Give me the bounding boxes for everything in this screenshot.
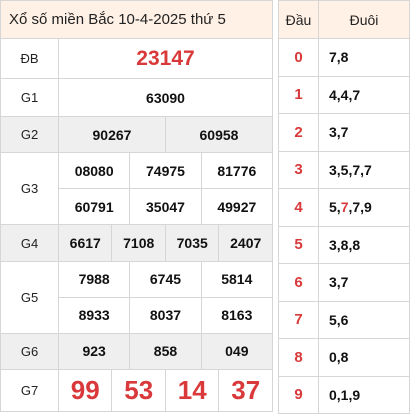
first-prize-value: 63090 (58, 78, 273, 118)
third-prize-value: 35047 (129, 188, 202, 226)
head-digit: 9 (278, 375, 319, 414)
fifth-prize-value: 5814 (200, 260, 274, 298)
fourth-prize-value: 7035 (164, 224, 220, 262)
fifth-prize-value: 6745 (129, 260, 202, 298)
head-digit: 6 (278, 263, 319, 302)
seventh-prize-value: 14 (164, 368, 220, 413)
tail-digits: 5,6 (318, 300, 410, 339)
tail-digits: 3,7 (318, 113, 410, 152)
seventh-prize-value: 99 (57, 368, 113, 413)
head-tail-table: Đầu Đuôi 0 7,8 1 4,4,7 2 3,7 3 3,5,7,7 4… (278, 0, 410, 414)
third-prize-value: 49927 (200, 188, 274, 226)
tail-digits: 4,4,7 (318, 75, 410, 114)
head-digit: 1 (278, 75, 319, 114)
head-digit: 4 (278, 188, 319, 227)
prize-label-g6: G6 (0, 332, 59, 370)
fifth-prize-value: 8037 (129, 296, 202, 334)
prize-label-g5: G5 (0, 260, 59, 334)
results-title: Xổ số miền Bắc 10-4-2025 thứ 5 (0, 0, 273, 40)
prize-label-db: ĐB (0, 38, 59, 80)
head-digit: 7 (278, 300, 319, 339)
prize-label-g2: G2 (0, 116, 59, 154)
tail-digits: 0,1,9 (318, 375, 410, 414)
sixth-prize-value: 858 (129, 332, 202, 370)
second-prize-value: 60958 (164, 116, 274, 154)
fourth-prize-value: 2407 (218, 224, 273, 262)
head-column-header: Đầu (278, 0, 319, 39)
special-prize-value: 23147 (58, 38, 273, 80)
head-digit: 8 (278, 338, 319, 377)
tail-digits: 5,7,7,9 (318, 188, 410, 227)
second-prize-value: 90267 (58, 116, 166, 154)
sixth-prize-value: 923 (57, 332, 131, 370)
seventh-prize-value: 53 (111, 368, 166, 413)
third-prize-value: 81776 (200, 152, 274, 190)
tail-digits: 0,8 (318, 338, 410, 377)
head-digit: 5 (278, 225, 319, 264)
seventh-prize-value: 37 (218, 368, 273, 413)
fourth-prize-value: 7108 (111, 224, 166, 262)
head-digit: 0 (278, 38, 319, 77)
prize-label-g3: G3 (0, 152, 59, 226)
head-digit: 2 (278, 113, 319, 152)
third-prize-value: 08080 (57, 152, 131, 190)
special-tail-highlight: 7 (340, 199, 349, 216)
fifth-prize-value: 7988 (57, 260, 131, 298)
tail-part: 5, (329, 199, 341, 216)
tail-digits: 7,8 (318, 38, 410, 77)
sixth-prize-value: 049 (200, 332, 274, 370)
fourth-prize-value: 6617 (57, 224, 113, 262)
prize-label-g4: G4 (0, 224, 59, 262)
results-table: Xổ số miền Bắc 10-4-2025 thứ 5 ĐB 23147 … (0, 0, 274, 413)
tail-digits: 3,7 (318, 263, 410, 302)
third-prize-value: 60791 (57, 188, 131, 226)
tail-column-header: Đuôi (318, 0, 410, 39)
prize-label-g7: G7 (0, 368, 59, 413)
fifth-prize-value: 8933 (57, 296, 131, 334)
third-prize-value: 74975 (129, 152, 202, 190)
fifth-prize-value: 8163 (200, 296, 274, 334)
tail-digits: 3,5,7,7 (318, 150, 410, 189)
tail-part: ,7,9 (348, 199, 372, 216)
prize-label-g1: G1 (0, 78, 59, 118)
tail-digits: 3,8,8 (318, 225, 410, 264)
head-digit: 3 (278, 150, 319, 189)
